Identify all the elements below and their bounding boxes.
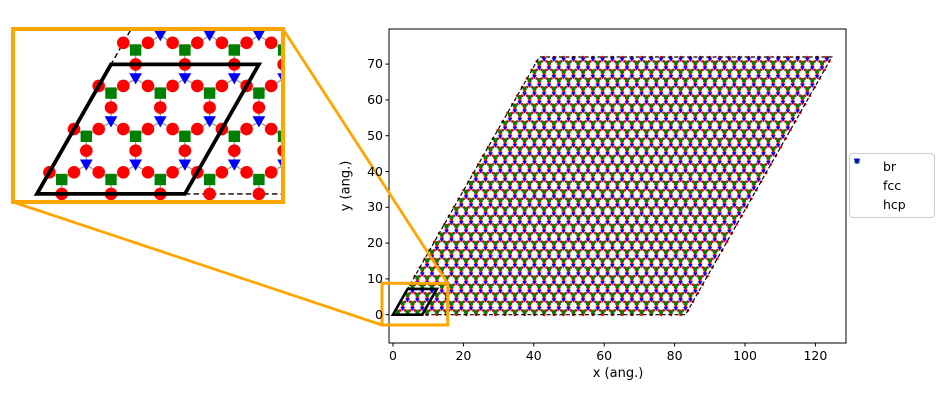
x-tick-label: 20 (455, 348, 472, 363)
x-tick-label: 60 (596, 348, 613, 363)
legend-label: fcc (883, 178, 902, 193)
legend-entry-hcp: hcp (853, 158, 928, 214)
x-axis-label: x (ang.) (592, 366, 644, 381)
x-tick-label: 100 (733, 348, 757, 363)
legend-entry-br: br (854, 157, 928, 176)
legend: br fcc hcp (849, 153, 935, 218)
x-ticks (392, 343, 816, 347)
hcp-sites (400, 57, 830, 312)
inset-axes (13, 29, 283, 202)
y-tick-label: 70 (367, 56, 383, 72)
legend-marker-hcp (853, 158, 861, 165)
y-tick-label: 0 (375, 306, 383, 322)
y-tick-label: 60 (367, 91, 383, 107)
y-axis-label: y (ang.) (338, 160, 354, 212)
y-tick-label: 50 (367, 127, 383, 143)
x-tick-label: 80 (666, 348, 683, 363)
y-tick-label: 10 (367, 270, 383, 286)
region-boundary (391, 56, 833, 316)
y-tick-label: 40 (367, 163, 383, 179)
legend-label: br (883, 159, 897, 174)
x-tick-label: 120 (803, 348, 828, 363)
legend-entry-fcc: fcc (854, 158, 928, 195)
x-tick-label: 40 (525, 348, 542, 363)
y-tick-label: 30 (367, 199, 383, 215)
y-ticks (385, 63, 389, 316)
legend-label: hcp (883, 197, 906, 212)
x-tick-label: 0 (389, 348, 397, 363)
y-tick-label: 20 (367, 235, 383, 251)
